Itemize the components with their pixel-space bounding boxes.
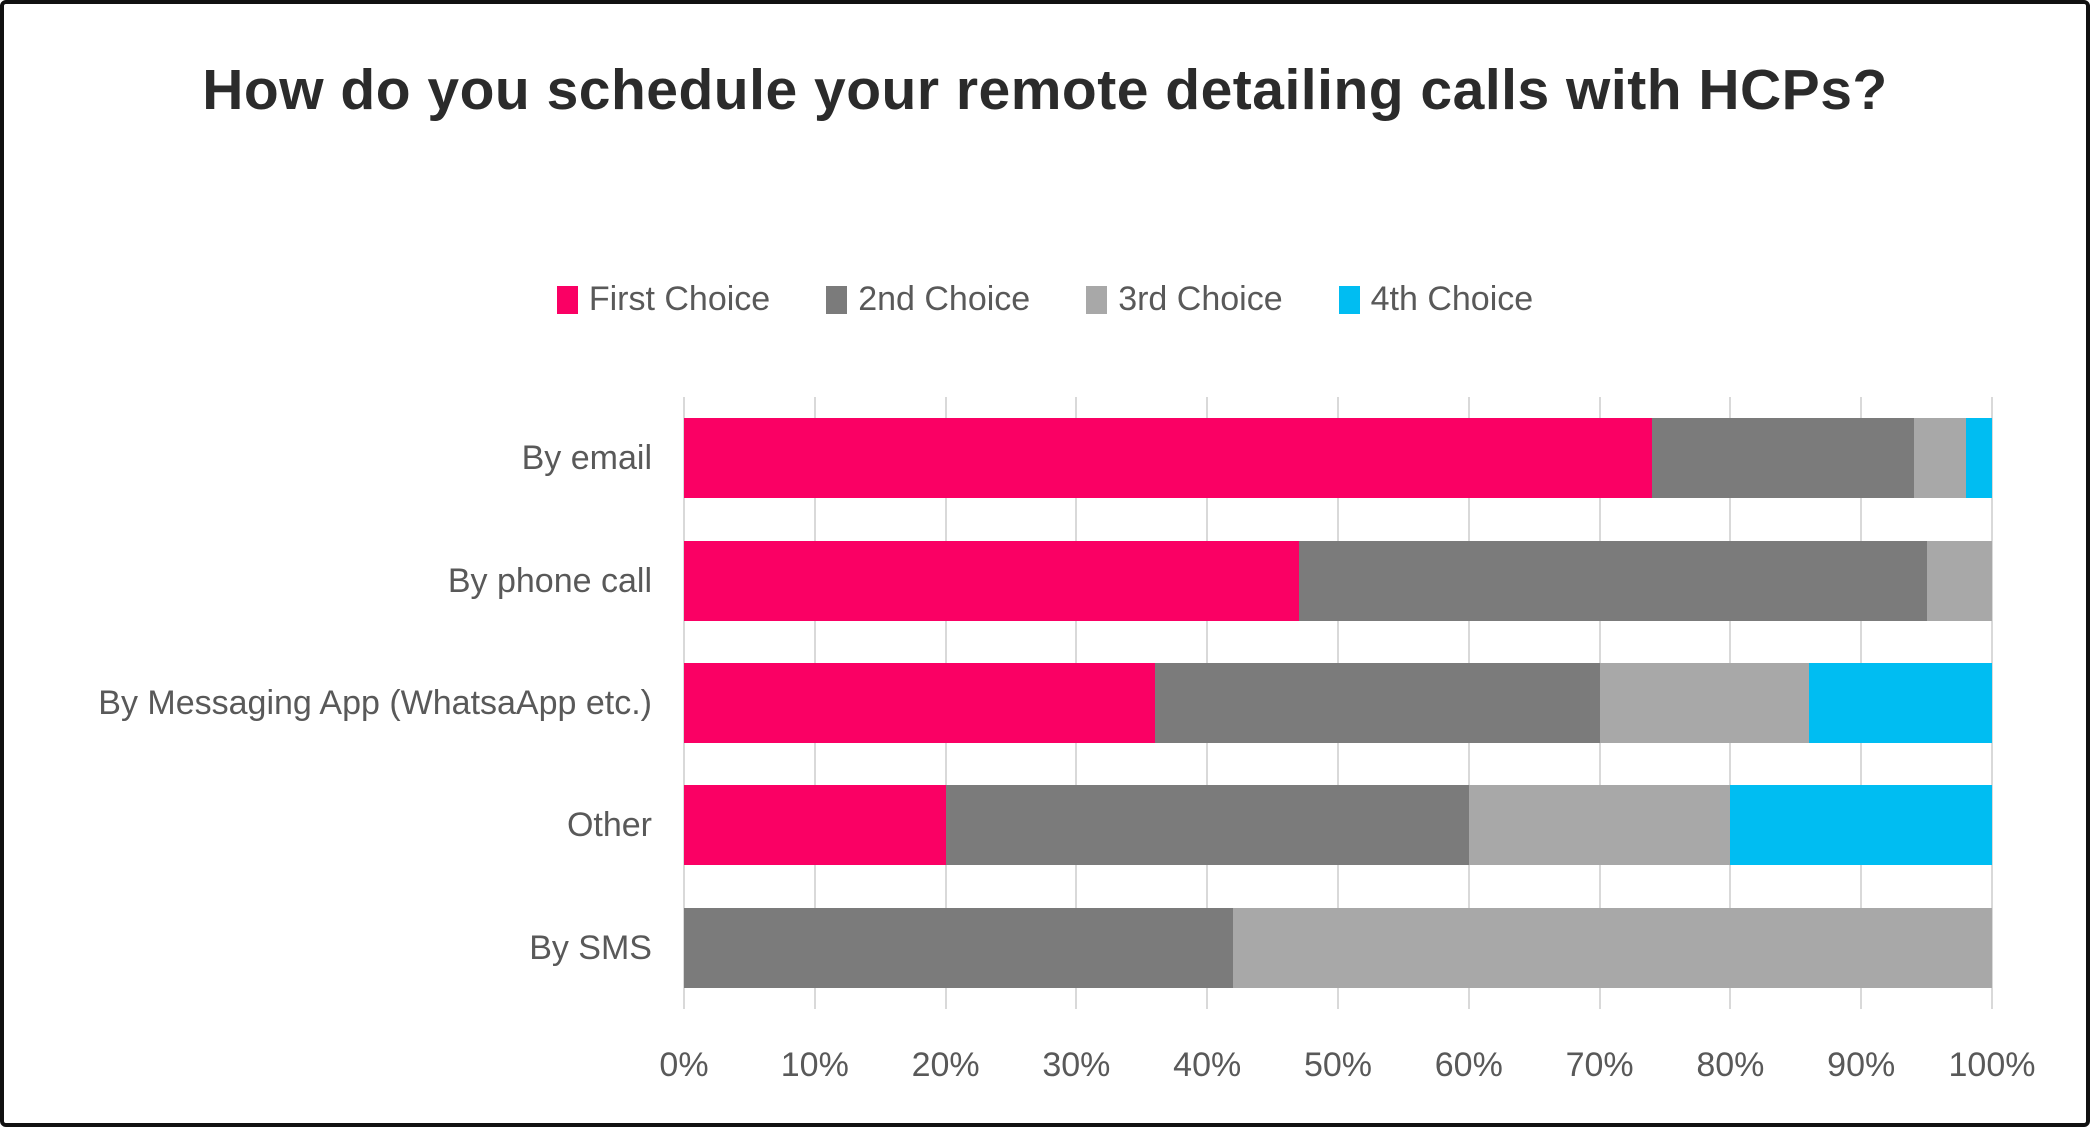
legend-swatch-3rd-choice xyxy=(1086,285,1108,314)
legend-label: 4th Choice xyxy=(1370,280,1534,318)
bar-segment-2nd-choice xyxy=(1154,663,1600,743)
legend-item-4th-choice: 4th Choice xyxy=(1338,280,1534,319)
x-axis-tick-label: 70% xyxy=(1565,1046,1634,1084)
x-axis: 0% 10% 20% 30% 40% 50% 60% 70% 80% 90% 100% xyxy=(659,1046,2035,1098)
bar-segment-3rd-choice xyxy=(1926,540,1992,621)
x-axis-tick-label: 60% xyxy=(1434,1046,1503,1084)
legend-label: 3rd Choice xyxy=(1118,280,1283,318)
category-label: By Messaging App (WhatsaApp etc.) xyxy=(98,684,652,722)
bar-row-by-messaging-app-whatsaapp-etc xyxy=(684,663,1992,743)
x-axis-tick-label: 40% xyxy=(1173,1046,1242,1084)
x-axis-tick-label: 0% xyxy=(659,1046,709,1084)
bar-segment-2nd-choice xyxy=(1651,418,1914,499)
bar-segment-2nd-choice xyxy=(1298,540,1927,621)
bar-segment-3rd-choice xyxy=(1599,663,1809,743)
legend-swatch-4th-choice xyxy=(1338,285,1360,314)
bar-segment-4th-choice xyxy=(1808,663,1992,743)
bar-row-by-phone-call xyxy=(684,540,1992,621)
category-label: By phone call xyxy=(447,561,652,600)
x-axis-tick-label: 100% xyxy=(1948,1046,2036,1084)
legend-label: 2nd Choice xyxy=(858,280,1031,318)
x-axis-tick-label: 90% xyxy=(1827,1046,1896,1084)
category-label: By SMS xyxy=(529,928,652,967)
legend: First Choice 2nd Choice 3rd Choice 4th Choi… xyxy=(4,280,2086,319)
plot-area xyxy=(683,397,1993,1009)
legend-label: First Choice xyxy=(588,280,771,318)
x-axis-tick-label: 20% xyxy=(911,1046,980,1084)
bar-segment-4th-choice xyxy=(1730,785,1992,866)
category-axis: By email By phone call By Messaging App (W… xyxy=(4,397,652,1009)
bar-segment-first-choice xyxy=(684,663,1155,743)
category-label: By email xyxy=(521,439,652,478)
x-axis-tick-label: 80% xyxy=(1696,1046,1765,1084)
bar-segment-first-choice xyxy=(684,540,1299,621)
legend-item-2nd-choice: 2nd Choice xyxy=(826,280,1030,319)
legend-swatch-2nd-choice xyxy=(826,285,848,314)
chart-title: How do you schedule your remote detailin… xyxy=(202,58,1888,122)
legend-item-first-choice: First Choice xyxy=(556,280,771,319)
bar-row-by-email xyxy=(684,418,1992,499)
legend-swatch-first-choice xyxy=(556,285,578,314)
bar-row-other xyxy=(684,785,1992,866)
bar-segment-3rd-choice xyxy=(1468,785,1731,866)
bar-segment-3rd-choice xyxy=(1913,418,1966,499)
bar-segment-2nd-choice xyxy=(684,907,1234,988)
bar-segment-first-choice xyxy=(684,418,1652,499)
gridline xyxy=(1991,397,1993,1009)
bar-segment-first-choice xyxy=(684,785,946,866)
bar-row-by-sms xyxy=(684,907,1992,988)
x-axis-tick-label: 50% xyxy=(1303,1046,1373,1084)
bar-segment-4th-choice xyxy=(1965,418,1992,499)
legend-item-3rd-choice: 3rd Choice xyxy=(1086,280,1283,319)
category-label: Other xyxy=(566,806,652,845)
bar-segment-3rd-choice xyxy=(1233,907,1992,988)
x-axis-tick-label: 30% xyxy=(1042,1046,1111,1084)
bar-segment-2nd-choice xyxy=(945,785,1469,866)
x-axis-tick-label: 10% xyxy=(780,1046,849,1084)
